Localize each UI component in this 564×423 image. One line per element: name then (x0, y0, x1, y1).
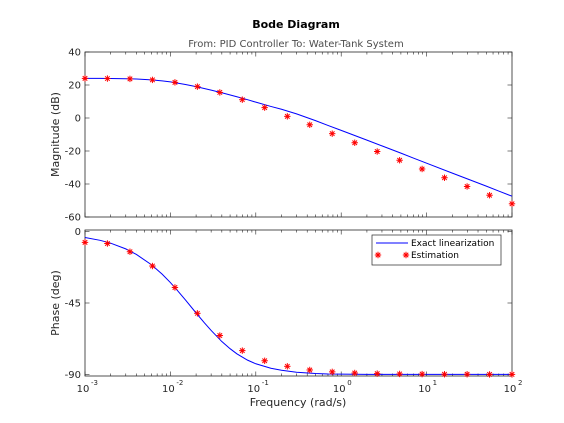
legend: Exact linearization Estimation (371, 234, 502, 266)
phase-estimation-point (284, 363, 291, 370)
phase-estimation-point (261, 357, 268, 364)
magnitude-estimation-point (306, 121, 313, 128)
phase-ytick-label: 0 (75, 227, 81, 238)
phase-estimation-point (374, 370, 381, 377)
x-tick-label: 10 (77, 384, 90, 395)
legend-asterisk-icon (374, 251, 410, 259)
phase-estimation-point (216, 332, 224, 339)
phase-estimation-point (239, 347, 246, 354)
legend-box (371, 234, 502, 266)
phase-estimation-point (171, 284, 179, 291)
magnitude-estimation-point (441, 174, 448, 181)
magnitude-axes (84, 51, 513, 218)
magnitude-ytick-label: -20 (65, 147, 81, 158)
x-tick-label: 10 (418, 384, 431, 395)
magnitude-plot (81, 75, 516, 207)
x-tick-exponent: 2 (518, 379, 522, 387)
magnitude-estimation-point (418, 165, 426, 173)
magnitude-ytick-label: 0 (75, 114, 81, 125)
phase-estimation-point (351, 369, 358, 377)
phase-estimation-point (441, 371, 448, 378)
magnitude-ytick-label: -40 (65, 180, 81, 191)
phase-estimation-point (486, 371, 493, 378)
magnitude-estimation-point (239, 96, 246, 103)
magnitude-ticks: -60 -40 -20 0 20 40 (65, 48, 513, 224)
phase-estimation-point (396, 370, 403, 378)
magnitude-ytick-label: -60 (65, 213, 81, 224)
phase-estimation-point (126, 248, 134, 255)
magnitude-estimation-point (149, 76, 156, 84)
legend-entry-exact: Exact linearization (411, 239, 494, 249)
magnitude-estimation-point (329, 130, 336, 137)
phase-ytick-label: -90 (65, 370, 81, 381)
phase-estimation-point (306, 366, 313, 374)
magnitude-estimation-point (104, 75, 111, 82)
chart-subtitle: From: PID Controller To: Water-Tank Syst… (188, 39, 403, 50)
phase-estimation-point (508, 371, 516, 378)
magnitude-estimation-point (351, 139, 358, 146)
magnitude-estimation-point (194, 83, 201, 90)
phase-estimation-point (149, 262, 156, 270)
magnitude-estimation-point (463, 183, 471, 190)
phase-estimation-point (194, 310, 201, 317)
magnitude-estimation-point (261, 104, 268, 111)
magnitude-estimation-point (508, 200, 516, 207)
x-tick-exponent: 0 (347, 379, 351, 387)
magnitude-estimation-point (81, 75, 89, 82)
x-tick-label: 10 (333, 384, 346, 395)
magnitude-estimation-point (284, 113, 291, 120)
legend-entry-estimation: Estimation (411, 251, 459, 261)
phase-estimation-point (104, 240, 111, 247)
phase-plot (81, 236, 516, 378)
phase-estimation-point (463, 371, 471, 378)
x-axis-label: Frequency (rad/s) (250, 396, 347, 409)
x-tick-label: 10 (504, 384, 517, 395)
x-tick-label: 10 (162, 384, 175, 395)
x-tick-exponent: -3 (91, 379, 98, 387)
x-tick-exponent: -1 (262, 379, 269, 387)
magnitude-ytick-label: 20 (68, 81, 81, 92)
phase-ytick-label: -45 (65, 299, 81, 310)
phase-ylabel: Phase (deg) (49, 270, 62, 336)
magnitude-ytick-label: 40 (68, 48, 81, 59)
phase-exact-line (84, 236, 512, 375)
x-tick-exponent: 1 (433, 379, 437, 387)
magnitude-estimation-point (396, 157, 403, 164)
magnitude-estimation-point (126, 75, 134, 83)
legend-star-mark-right (402, 251, 410, 259)
phase-estimation-point (329, 368, 336, 376)
magnitude-estimation-point (486, 192, 493, 199)
legend-star-mark-left (374, 251, 382, 259)
x-tick-exponent: -2 (176, 379, 183, 387)
chart-title: Bode Diagram (252, 18, 340, 31)
magnitude-estimation-point (171, 79, 179, 86)
magnitude-estimation-point (216, 89, 224, 96)
phase-estimation-point (81, 239, 89, 246)
magnitude-ylabel: Magnitude (dB) (49, 92, 62, 177)
phase-estimation-point (418, 370, 426, 378)
x-tick-label: 10 (247, 384, 260, 395)
magnitude-estimation-point (374, 148, 381, 155)
